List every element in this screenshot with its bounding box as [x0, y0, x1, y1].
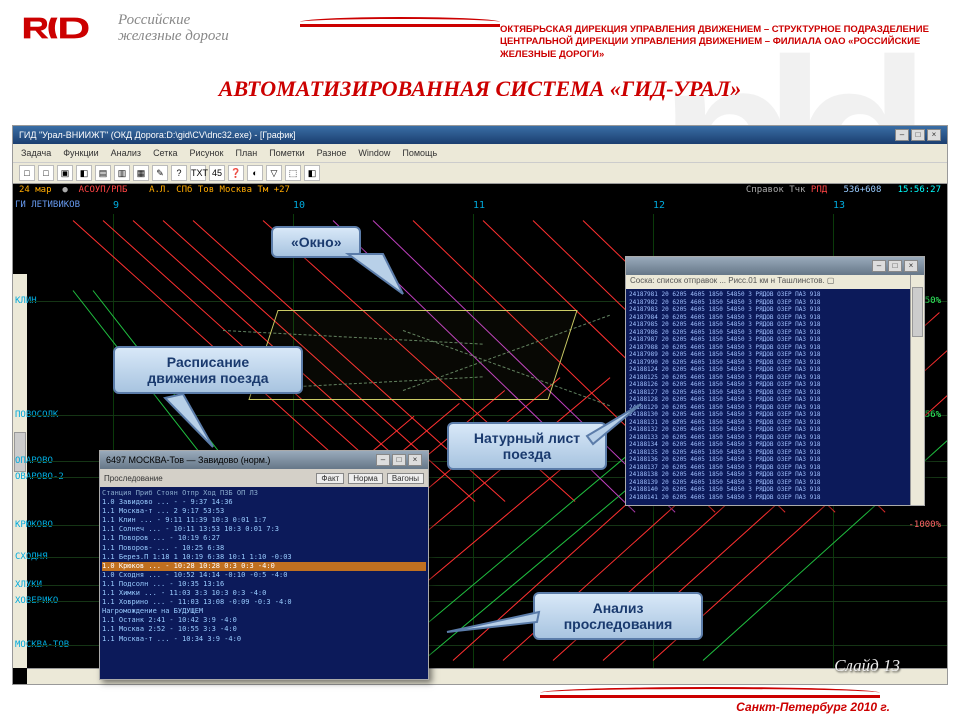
status-right1: Справок Тчк: [746, 185, 806, 195]
status-route: А.Л. СПб Тов Москва Тм +27: [149, 185, 290, 195]
toolbar-button[interactable]: ❓: [228, 165, 244, 181]
toolbar-button[interactable]: □: [19, 165, 35, 181]
topline-label: ГИ ЛЕТИВИКОВ: [15, 200, 80, 210]
schedule-titlebar: 6497 МОСКВА-Тов — Завидово (норм.) – □ ×: [100, 451, 428, 469]
maximize-icon[interactable]: □: [911, 129, 925, 141]
toolbar-button[interactable]: ?: [171, 165, 187, 181]
status-right2: РПД: [811, 185, 827, 195]
natur-window: – □ × Соска: список отправок ... Рисс.01…: [625, 256, 925, 506]
schedule-window: 6497 МОСКВА-Тов — Завидово (норм.) – □ ×…: [99, 450, 429, 680]
logo-text: Российские железные дороги: [118, 12, 229, 45]
app-menubar: Задача Функции Анализ Сетка Рисунок План Помет…: [13, 144, 947, 162]
toolbar-button[interactable]: ◐: [247, 165, 263, 181]
slide-number: Слайд 13: [834, 656, 900, 676]
app-title: ГИД "Урал-ВНИИЖТ" (ОКД Дорога:D:\gid\CV\…: [19, 130, 296, 140]
schedule-title: 6497 МОСКВА-Тов — Завидово (норм.): [106, 455, 270, 465]
maximize-icon[interactable]: □: [392, 454, 406, 466]
toolbar-button[interactable]: ⬚: [285, 165, 301, 181]
footer-stripe: [540, 695, 880, 698]
schedule-tab[interactable]: Факт: [316, 473, 344, 484]
time-axis-label: 11: [473, 200, 485, 211]
time-axis-label: 10: [293, 200, 305, 211]
toolbar-button[interactable]: ▦: [133, 165, 149, 181]
status-sys: АСОУП/РПБ: [79, 185, 128, 195]
left-scrollbar[interactable]: [13, 274, 27, 668]
menu-item[interactable]: Window: [358, 148, 390, 158]
rzd-logo-icon: [20, 8, 104, 48]
menu-item[interactable]: Пометки: [269, 148, 304, 158]
natur-statline: Соска: список отправок ... Рисс.01 км н …: [626, 275, 924, 289]
schedule-tabs: Проследование Факт Норма Вагоны: [100, 469, 428, 487]
natur-scrollbar[interactable]: [910, 275, 924, 505]
right-pct-label: -1000%: [908, 520, 941, 530]
app-toolbar: □□▣◧▤▥▦✎?TXT45❓◐▽⬚◧: [13, 162, 947, 184]
menu-item[interactable]: Помощь: [402, 148, 437, 158]
callout-natur: Натурный лист поезда: [447, 422, 607, 470]
menu-item[interactable]: План: [235, 148, 257, 158]
menu-item[interactable]: Сетка: [153, 148, 177, 158]
callout-natur-tail: [585, 400, 645, 446]
logo-line1: Российские: [118, 12, 229, 29]
logo-line2: железные дороги: [118, 28, 229, 45]
toolbar-button[interactable]: 45: [209, 165, 225, 181]
callout-rasp: Расписание движения поезда: [113, 346, 303, 394]
toolbar-button[interactable]: ◧: [76, 165, 92, 181]
app-window: ГИД "Урал-ВНИИЖТ" (ОКД Дорога:D:\gid\CV\…: [12, 125, 948, 685]
toolbar-button[interactable]: ✎: [152, 165, 168, 181]
time-axis-label: 9: [113, 200, 119, 211]
time-axis-label: 13: [833, 200, 845, 211]
slide-title: АВТОМАТИЗИРОВАННАЯ СИСТЕМА «ГИД-УРАЛ»: [0, 76, 960, 102]
close-icon[interactable]: ×: [927, 129, 941, 141]
natur-body: 24187981 20 6205 4605 1850 54850 3 РЯДОВ…: [626, 289, 924, 503]
toolbar-button[interactable]: ▥: [114, 165, 130, 181]
schedule-tab[interactable]: Вагоны: [387, 473, 424, 484]
menu-item[interactable]: Задача: [21, 148, 51, 158]
toolbar-button[interactable]: □: [38, 165, 54, 181]
time-axis-label: 12: [653, 200, 665, 211]
menu-item[interactable]: Функции: [63, 148, 98, 158]
app-titlebar: ГИД "Урал-ВНИИЖТ" (ОКД Дорога:D:\gid\CV\…: [13, 126, 947, 144]
schedule-tab[interactable]: Норма: [348, 473, 383, 484]
menu-item[interactable]: Рисунок: [190, 148, 224, 158]
callout-okno-tail: [343, 252, 423, 302]
natur-titlebar: – □ ×: [626, 257, 924, 275]
toolbar-button[interactable]: ▤: [95, 165, 111, 181]
close-icon[interactable]: ×: [408, 454, 422, 466]
schedule-body: Станция Приб Стоян Отпр Ход ПЗБ ОП ЛЗ1.0…: [100, 487, 428, 679]
app-statusline: 24 мар ● АСОУП/РПБ А.Л. СПб Тов Москва Т…: [13, 184, 947, 200]
minimize-icon[interactable]: –: [376, 454, 390, 466]
status-time: 15:56:27: [898, 185, 941, 195]
toolbar-button[interactable]: ▣: [57, 165, 73, 181]
toolbar-button[interactable]: ◧: [304, 165, 320, 181]
menu-item[interactable]: Анализ: [111, 148, 141, 158]
toolbar-button[interactable]: ▽: [266, 165, 282, 181]
callout-analiz: Анализ проследования: [533, 592, 703, 640]
callout-rasp-tail: [163, 392, 223, 452]
minimize-icon[interactable]: –: [895, 129, 909, 141]
minimize-icon[interactable]: –: [872, 260, 886, 272]
menu-item[interactable]: Разное: [317, 148, 347, 158]
header-stripe: [300, 24, 500, 27]
status-date: 24 мар: [19, 185, 52, 195]
toolbar-button[interactable]: TXT: [190, 165, 206, 181]
slide-header: Российские железные дороги ОКТЯБРЬСКАЯ Д…: [0, 0, 960, 66]
close-icon[interactable]: ×: [904, 260, 918, 272]
callout-analiz-tail: [443, 598, 543, 638]
footer-text: Санкт-Петербург 2010 г.: [736, 700, 890, 714]
maximize-icon[interactable]: □: [888, 260, 902, 272]
schedule-subhead: Проследование: [104, 474, 163, 483]
status-right3: 536+608: [843, 185, 881, 195]
org-text: ОКТЯБРЬСКАЯ ДИРЕКЦИЯ УПРАВЛЕНИЯ ДВИЖЕНИЕ…: [500, 24, 940, 61]
